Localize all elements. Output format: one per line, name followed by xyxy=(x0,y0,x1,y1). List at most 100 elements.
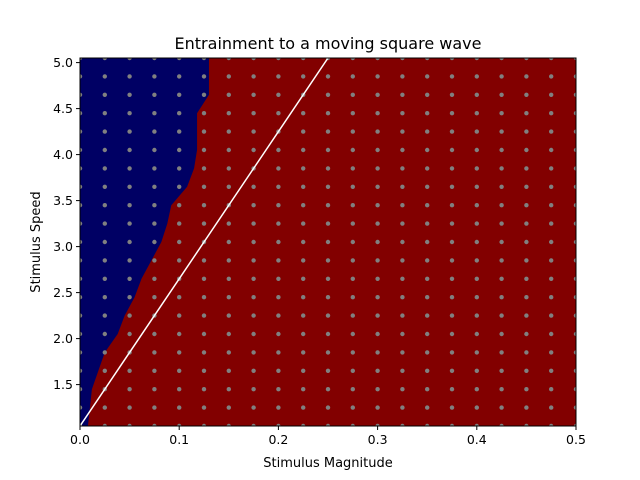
sample-point xyxy=(325,295,331,300)
sample-point xyxy=(201,203,207,208)
sample-point xyxy=(449,129,455,134)
sample-point xyxy=(251,313,256,318)
sample-point xyxy=(375,58,380,61)
sample-point xyxy=(573,221,576,226)
sample-point xyxy=(127,368,132,373)
sample-point xyxy=(177,295,182,300)
sample-point xyxy=(425,166,430,171)
sample-point xyxy=(549,92,554,98)
sample-point xyxy=(549,258,554,263)
sample-point xyxy=(524,313,529,318)
sample-point xyxy=(80,111,83,116)
sample-point xyxy=(80,313,83,318)
sample-point xyxy=(301,313,306,318)
sample-point xyxy=(474,295,479,300)
sample-point xyxy=(400,239,405,245)
sample-point xyxy=(573,313,576,318)
sample-point xyxy=(80,239,83,245)
x-tick-label: 0.4 xyxy=(467,432,487,447)
sample-point xyxy=(425,92,430,98)
sample-point xyxy=(127,331,132,337)
sample-point xyxy=(301,58,306,61)
sample-point xyxy=(226,423,231,426)
sample-point xyxy=(80,387,83,392)
sample-point xyxy=(425,295,430,300)
sample-point xyxy=(325,258,331,263)
sample-point xyxy=(425,203,430,208)
sample-point xyxy=(80,221,83,226)
sample-point xyxy=(177,74,182,79)
sample-point xyxy=(350,313,355,318)
sample-point xyxy=(449,331,455,337)
sample-point xyxy=(549,184,554,189)
sample-point xyxy=(325,203,331,208)
sample-point xyxy=(350,111,355,116)
sample-point xyxy=(425,313,430,318)
sample-point xyxy=(524,387,529,392)
sample-point xyxy=(573,239,576,245)
sample-point xyxy=(375,295,380,300)
sample-point xyxy=(201,111,207,116)
sample-point xyxy=(524,92,529,98)
sample-point xyxy=(549,111,554,116)
sample-point xyxy=(177,92,182,98)
sample-point xyxy=(325,166,331,171)
sample-point xyxy=(573,350,576,355)
sample-point xyxy=(201,166,207,171)
sample-point xyxy=(474,313,479,318)
sample-point xyxy=(400,111,405,116)
sample-point xyxy=(400,58,405,61)
sample-point xyxy=(474,147,479,153)
sample-point xyxy=(549,423,554,426)
sample-point xyxy=(251,221,256,226)
sample-point xyxy=(177,129,182,134)
sample-point xyxy=(127,423,132,426)
sample-point xyxy=(573,203,576,208)
sample-point xyxy=(80,147,83,153)
sample-point xyxy=(177,111,182,116)
sample-point xyxy=(449,423,455,426)
sample-point xyxy=(177,387,182,392)
sample-point xyxy=(102,276,108,281)
sample-point xyxy=(400,313,405,318)
sample-point xyxy=(449,405,455,410)
sample-point xyxy=(152,166,157,171)
x-tick-label: 0.2 xyxy=(268,432,288,447)
sample-point xyxy=(375,147,380,153)
sample-point xyxy=(549,221,554,226)
sample-point xyxy=(251,74,256,79)
sample-point xyxy=(325,423,331,426)
sample-point xyxy=(152,203,157,208)
sample-point xyxy=(127,129,132,134)
sample-point xyxy=(400,350,405,355)
sample-point xyxy=(102,203,108,208)
sample-point xyxy=(325,239,331,245)
sample-point xyxy=(152,331,157,337)
sample-point xyxy=(375,203,380,208)
sample-point xyxy=(251,258,256,263)
sample-point xyxy=(301,239,306,245)
sample-point xyxy=(474,203,479,208)
sample-point xyxy=(301,350,306,355)
sample-point xyxy=(127,221,132,226)
sample-point xyxy=(375,368,380,373)
sample-point xyxy=(573,276,576,281)
sample-point xyxy=(549,58,554,61)
sample-point xyxy=(201,58,207,61)
sample-point xyxy=(400,129,405,134)
sample-point xyxy=(301,166,306,171)
sample-point xyxy=(177,239,182,245)
sample-point xyxy=(177,203,182,208)
sample-point xyxy=(474,129,479,134)
sample-point xyxy=(251,184,256,189)
sample-point xyxy=(549,368,554,373)
sample-point xyxy=(226,239,231,245)
sample-point xyxy=(350,258,355,263)
sample-point xyxy=(276,331,281,337)
sample-point xyxy=(573,258,576,263)
sample-point xyxy=(524,258,529,263)
sample-point xyxy=(573,92,576,97)
sample-point xyxy=(425,423,430,426)
sample-point xyxy=(375,221,380,226)
x-tick-label: 0.0 xyxy=(70,432,90,447)
